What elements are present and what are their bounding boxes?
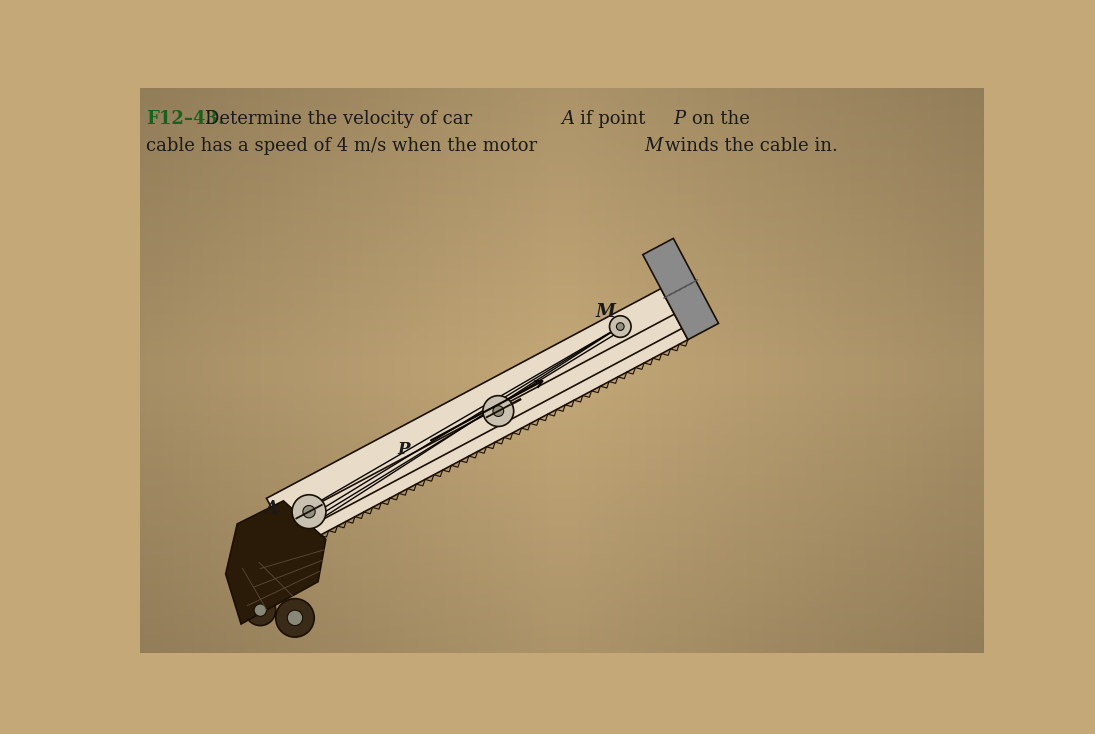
Circle shape <box>616 323 624 330</box>
Text: A: A <box>265 500 278 517</box>
Circle shape <box>292 495 326 528</box>
Circle shape <box>483 396 514 426</box>
Circle shape <box>287 610 302 625</box>
Text: F12–43.: F12–43. <box>146 109 224 128</box>
Text: A: A <box>562 109 575 128</box>
Text: Determine the velocity of car: Determine the velocity of car <box>205 109 472 128</box>
Circle shape <box>276 599 314 637</box>
Circle shape <box>254 604 266 617</box>
Circle shape <box>245 595 276 625</box>
Circle shape <box>610 316 631 338</box>
Text: winds the cable in.: winds the cable in. <box>665 137 838 155</box>
Polygon shape <box>643 239 718 340</box>
Text: on the: on the <box>692 109 750 128</box>
Text: M: M <box>644 137 662 155</box>
Circle shape <box>493 406 504 416</box>
Polygon shape <box>226 501 326 624</box>
Text: cable has a speed of 4 m/s when the motor: cable has a speed of 4 m/s when the moto… <box>146 137 537 155</box>
Polygon shape <box>266 288 688 549</box>
Text: P: P <box>397 441 410 458</box>
Text: P: P <box>673 109 685 128</box>
Text: if point: if point <box>580 109 645 128</box>
Circle shape <box>303 506 315 518</box>
Text: M: M <box>596 303 615 321</box>
